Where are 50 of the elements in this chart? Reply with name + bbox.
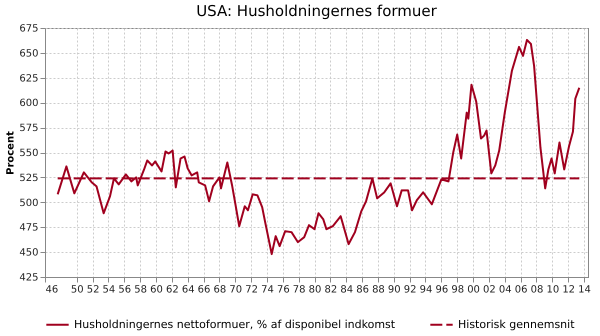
x-tick-label: 60 — [150, 284, 163, 296]
y-tick-label: 550 — [19, 148, 38, 159]
x-tick-label: 90 — [388, 284, 401, 296]
x-tick-label: 14 — [578, 284, 591, 296]
x-tick-label: 78 — [292, 284, 306, 296]
y-tick-label: 475 — [19, 222, 38, 234]
x-tick-label: 96 — [435, 284, 448, 296]
legend-label: Husholdningernes nettoformuer, % af disponibel indkomst — [74, 318, 396, 331]
y-tick-label: 425 — [19, 272, 38, 284]
x-tick-label: 98 — [451, 284, 464, 296]
x-tick-label: 50 — [70, 284, 84, 296]
x-tick-label: 66 — [198, 284, 210, 296]
x-tick-label: 70 — [229, 284, 242, 296]
x-tick-label: 56 — [118, 284, 132, 296]
x-tick-label: 46 — [46, 284, 58, 296]
x-tick-label: 04 — [498, 284, 512, 296]
x-tick-label: 92 — [404, 284, 417, 296]
y-axis-title: Procent — [5, 130, 16, 175]
y-tick-label: 450 — [19, 248, 38, 259]
x-tick-label: 80 — [308, 284, 322, 296]
x-tick-label: 88 — [372, 284, 385, 296]
x-tick-label: 72 — [245, 284, 258, 296]
legend-label: Historisk gennemsnit — [458, 318, 576, 331]
x-tick-label: 62 — [166, 284, 179, 296]
x-tick-label: 58 — [134, 284, 147, 296]
x-tick-label: 68 — [214, 284, 226, 296]
x-tick-label: 82 — [324, 284, 338, 296]
x-tick-label: 84 — [340, 284, 354, 296]
y-tick-label: 575 — [19, 123, 38, 134]
y-tick-label: 675 — [19, 24, 38, 34]
x-tick-label: 00 — [467, 284, 480, 296]
y-tick-label: 500 — [19, 198, 38, 209]
x-tick-label: 08 — [530, 284, 544, 296]
y-tick-label: 600 — [19, 98, 38, 110]
x-tick-label: 02 — [483, 284, 496, 296]
chart-title: USA: Husholdningernes formuer — [196, 2, 438, 20]
y-tick-label: 625 — [19, 73, 38, 84]
x-tick-label: 54 — [102, 284, 116, 296]
x-tick-label: 06 — [514, 284, 528, 296]
x-tick-label: 52 — [86, 284, 100, 296]
x-tick-label: 64 — [182, 284, 195, 296]
y-tick-label: 650 — [19, 48, 38, 60]
x-tick-label: 10 — [546, 284, 560, 296]
x-tick-label: 12 — [562, 284, 576, 296]
line-series — [56, 38, 580, 256]
x-tick-label: 76 — [276, 284, 290, 296]
y-tick-label: 525 — [19, 172, 38, 184]
x-tick-label: 86 — [356, 284, 369, 296]
x-tick-label: 94 — [420, 284, 432, 296]
x-tick-label: 74 — [261, 284, 274, 296]
